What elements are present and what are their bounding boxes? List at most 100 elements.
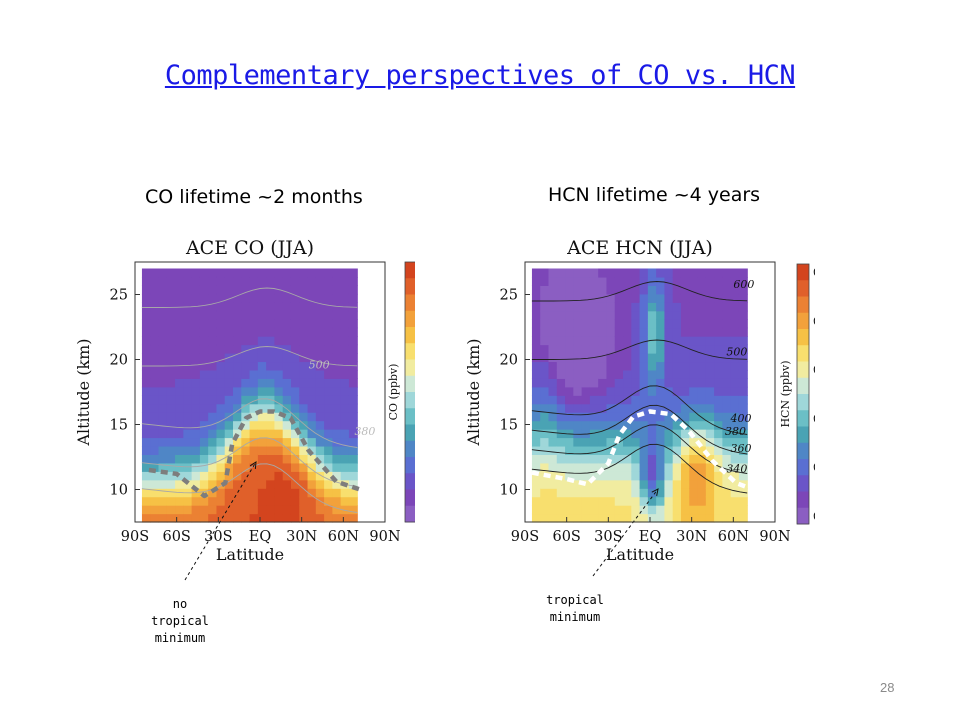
heatmap-cell xyxy=(141,488,151,498)
heatmap-cell xyxy=(290,344,300,354)
heatmap-cell xyxy=(738,378,748,388)
heatmap-cell xyxy=(257,505,267,515)
heatmap-cell xyxy=(573,505,583,515)
heatmap-cell xyxy=(738,310,748,320)
heatmap-cell xyxy=(531,488,541,498)
heatmap-cell xyxy=(315,513,325,523)
heatmap-cell xyxy=(664,505,674,515)
heatmap-cell xyxy=(581,505,591,515)
heatmap-cell xyxy=(623,462,632,472)
heatmap-cell xyxy=(623,513,632,523)
heatmap-cell xyxy=(216,412,226,422)
heatmap-cell xyxy=(548,336,558,346)
heatmap-cell xyxy=(158,513,168,523)
heatmap-cell xyxy=(307,445,317,455)
heatmap-cell xyxy=(556,285,566,295)
heatmap-cell xyxy=(241,361,251,371)
heatmap-cell xyxy=(224,471,234,481)
heatmap-cell xyxy=(208,437,218,447)
heatmap-cell xyxy=(647,462,657,472)
heatmap-cell xyxy=(656,378,666,388)
heatmap-cell xyxy=(224,336,234,346)
heatmap-cell xyxy=(348,412,358,422)
heatmap-cell xyxy=(705,293,715,303)
heatmap-cell xyxy=(556,319,566,329)
heatmap-cell xyxy=(199,327,209,337)
heatmap-cell xyxy=(216,319,226,329)
heatmap-cell xyxy=(299,412,309,422)
heatmap-cell xyxy=(581,429,591,439)
heatmap-cell xyxy=(672,454,682,464)
heatmap-cell xyxy=(307,471,317,481)
heatmap-cell xyxy=(324,285,333,295)
heatmap-cell xyxy=(689,505,699,515)
heatmap-cell xyxy=(631,310,641,320)
heatmap-cell xyxy=(282,369,292,379)
heatmap-cell xyxy=(208,276,218,286)
heatmap-cell xyxy=(199,471,209,481)
colorbar-segment xyxy=(405,359,415,377)
heatmap-cell xyxy=(606,462,616,472)
heatmap-cell xyxy=(738,496,748,506)
heatmap-cell xyxy=(664,353,674,363)
heatmap-cell xyxy=(299,395,309,405)
heatmap-cell xyxy=(340,454,350,464)
heatmap-cell xyxy=(274,319,284,329)
heatmap-cell xyxy=(158,403,168,413)
heatmap-cell xyxy=(141,403,151,413)
heatmap-cell xyxy=(315,285,325,295)
heatmap-cell xyxy=(233,513,242,523)
heatmap-cell xyxy=(689,462,699,472)
heatmap-cell xyxy=(315,479,325,489)
heatmap-cell xyxy=(714,496,723,506)
heatmap-cell xyxy=(697,420,707,430)
heatmap-cell xyxy=(672,378,682,388)
heatmap-cell xyxy=(166,302,176,312)
heatmap-cell xyxy=(299,429,309,439)
heatmap-cell xyxy=(639,429,649,439)
heatmap-cell xyxy=(664,471,674,481)
heatmap-cell xyxy=(332,302,342,312)
heatmap-cell xyxy=(697,353,707,363)
heatmap-cell xyxy=(324,403,333,413)
heatmap-cell xyxy=(714,403,723,413)
heatmap-cell xyxy=(290,310,300,320)
heatmap-cell xyxy=(705,268,715,278)
isoline xyxy=(531,281,748,302)
heatmap-cell xyxy=(680,496,690,506)
heatmap-cell xyxy=(224,361,234,371)
heatmap-cell xyxy=(631,302,641,312)
heatmap-cell xyxy=(166,437,176,447)
heatmap-cell xyxy=(158,293,168,303)
heatmap-cell xyxy=(340,344,350,354)
heatmap-cell xyxy=(166,327,176,337)
heatmap-cell xyxy=(598,454,608,464)
heatmap-cell xyxy=(183,403,193,413)
heatmap-cell xyxy=(150,293,160,303)
heatmap-cell xyxy=(332,445,342,455)
heatmap-cell xyxy=(175,479,184,489)
heatmap-cell xyxy=(224,293,234,303)
heatmap-cell xyxy=(315,276,325,286)
heatmap-cell xyxy=(315,310,325,320)
colorbar-segment xyxy=(405,262,415,279)
heatmap-cell xyxy=(191,386,201,396)
heatmap-cell xyxy=(249,302,259,312)
heatmap-cell xyxy=(166,276,176,286)
heatmap-cell xyxy=(175,437,184,447)
heatmap-cell xyxy=(738,369,748,379)
heatmap-cell xyxy=(565,344,574,354)
heatmap-cell xyxy=(705,420,715,430)
heatmap-cell xyxy=(348,462,358,472)
heatmap-cell xyxy=(166,403,176,413)
heatmap-cell xyxy=(290,513,300,523)
co-annotation-line: tropical xyxy=(151,614,209,628)
heatmap-cell xyxy=(307,496,317,506)
heatmap-cell xyxy=(697,386,707,396)
heatmap-cell xyxy=(183,420,193,430)
heatmap-cell xyxy=(714,361,723,371)
heatmap-cell xyxy=(158,429,168,439)
heatmap-cell xyxy=(150,319,160,329)
heatmap-cell xyxy=(573,386,583,396)
isoline-label: 380 xyxy=(725,425,746,438)
